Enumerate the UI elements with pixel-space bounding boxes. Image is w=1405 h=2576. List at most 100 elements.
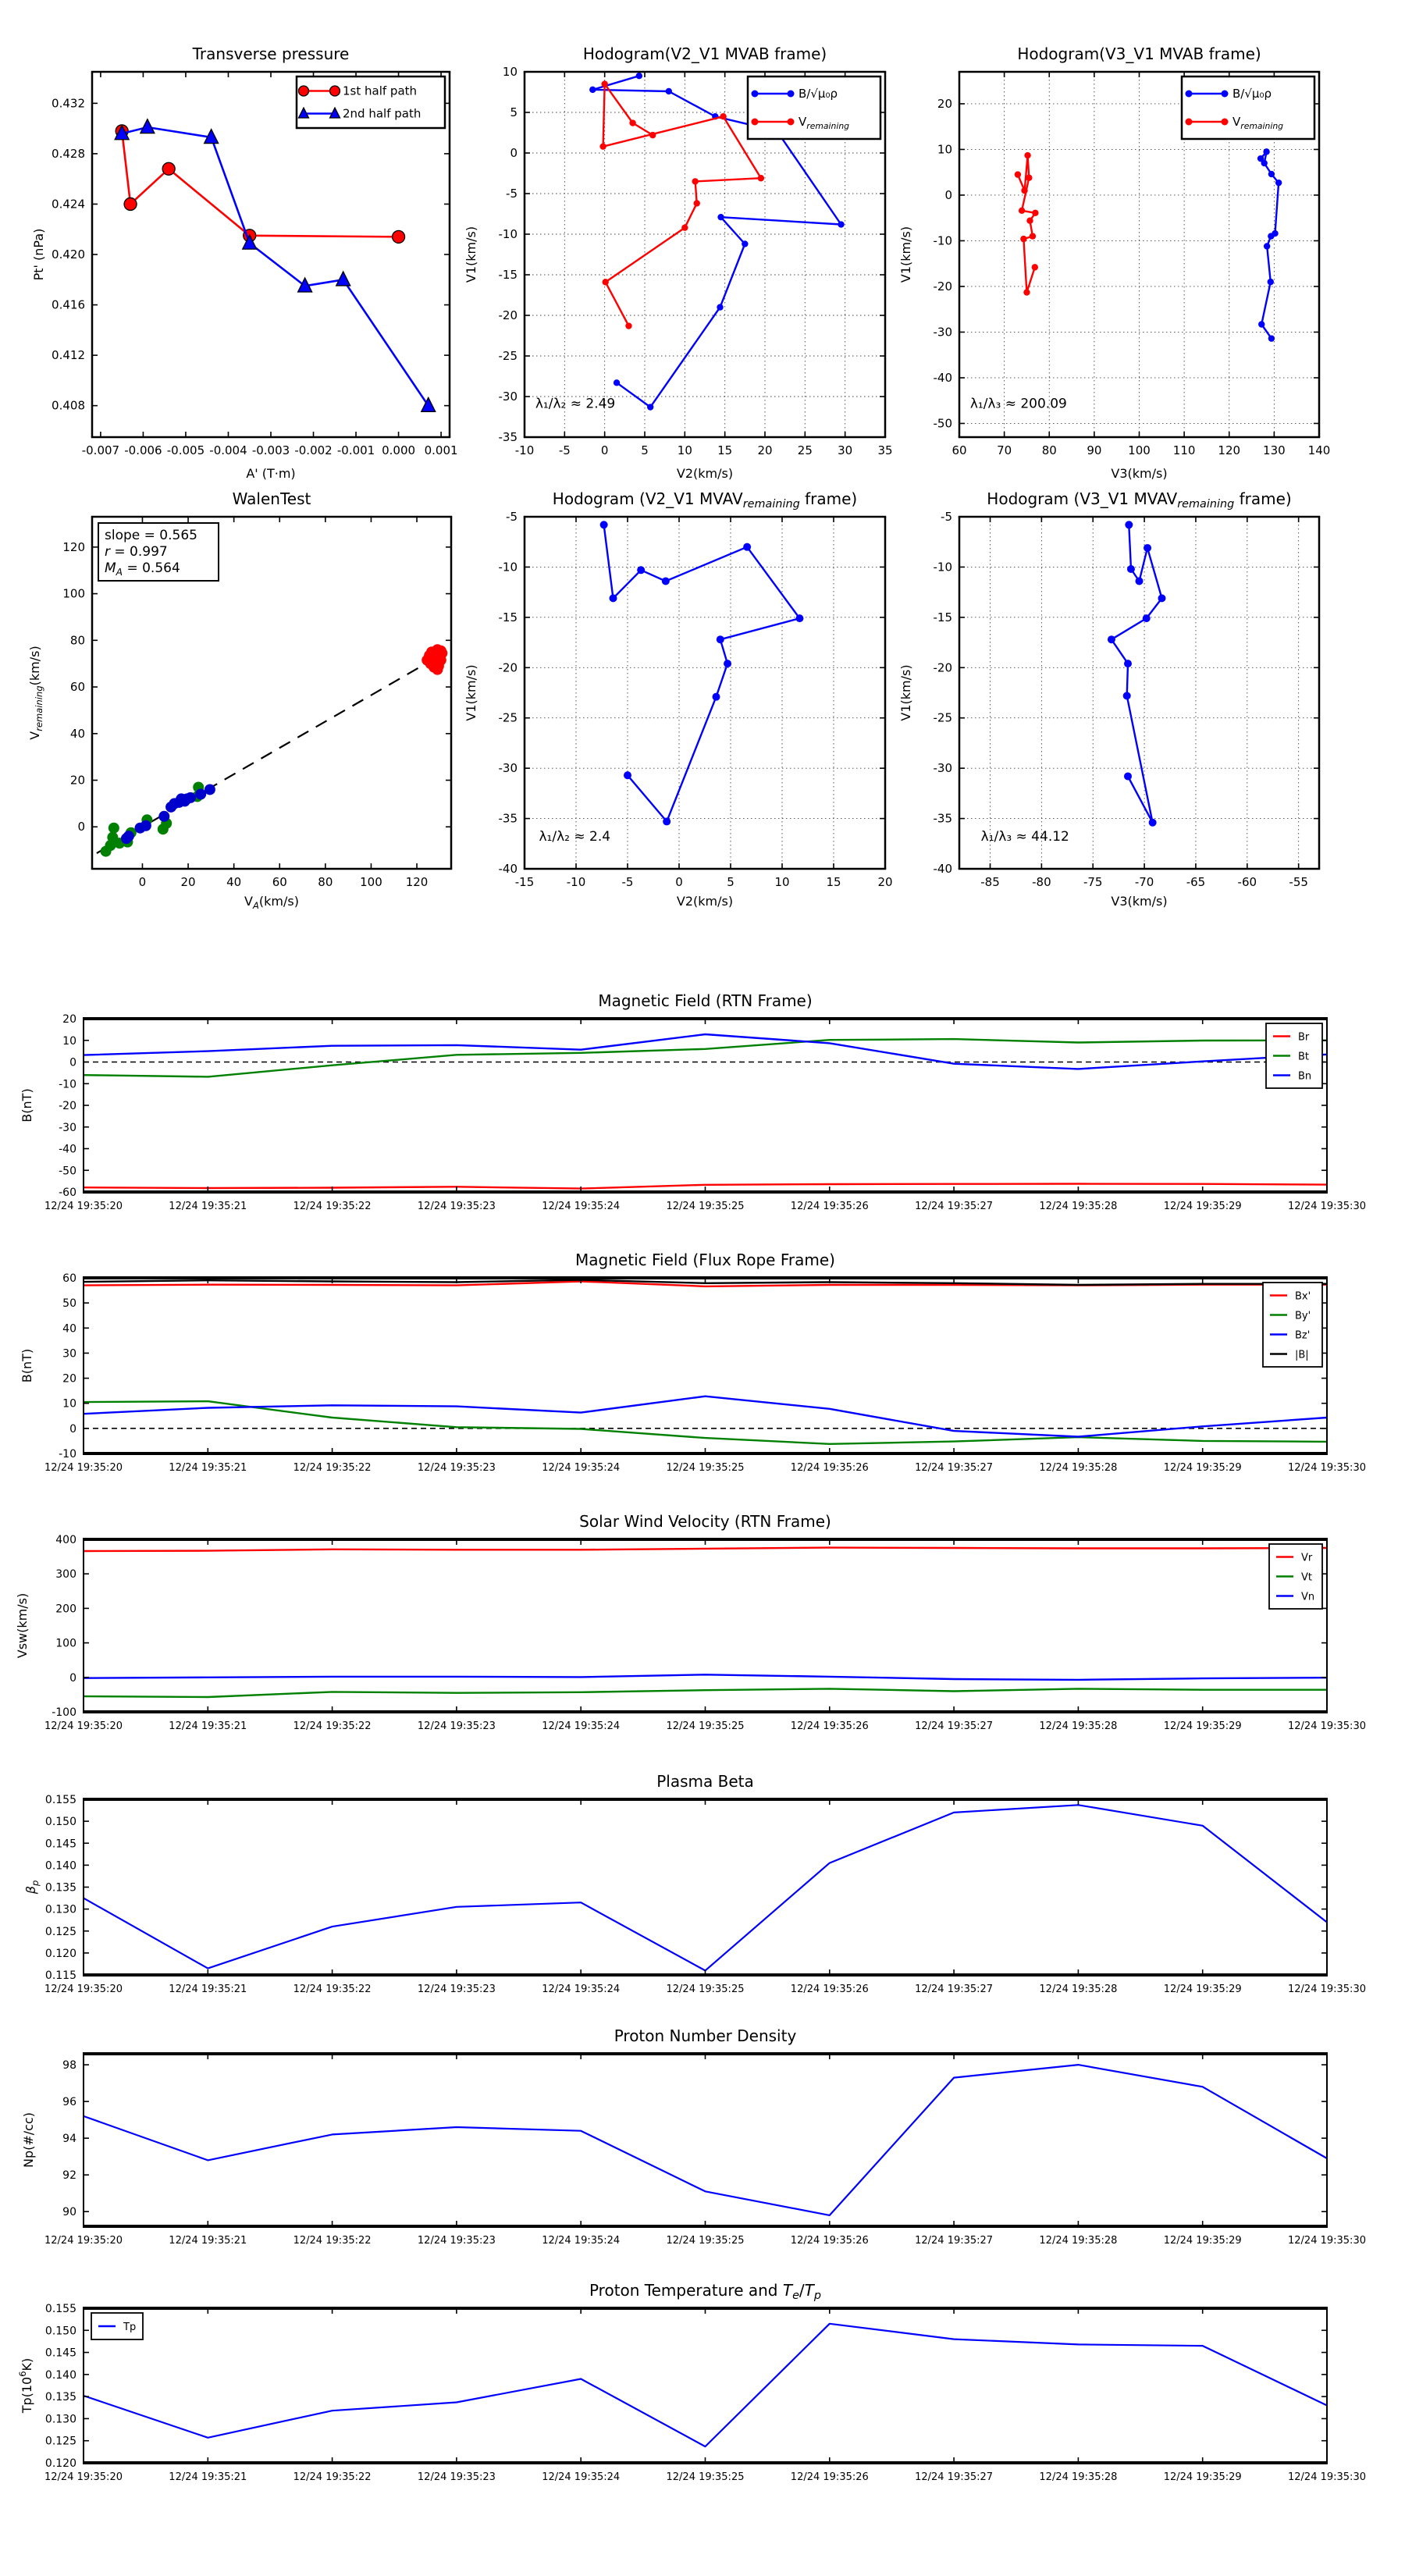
marker [1268, 233, 1275, 240]
y-axis-label: Vremaining(km/s) [27, 646, 44, 739]
y-tick-label: 0.120 [45, 1948, 76, 1960]
marker [1023, 289, 1030, 296]
x-tick-label: 12/24 19:35:22 [293, 1984, 372, 1995]
legend-label: Br [1298, 1032, 1310, 1044]
y-tick-label: 0.140 [45, 2369, 76, 2382]
y-tick-label: 0.135 [45, 2391, 76, 2403]
y-tick-label: 0 [69, 1423, 76, 1436]
x-tick-label: 80 [318, 875, 333, 889]
y-tick-label: 0.416 [52, 298, 85, 312]
y-tick-label: 0.115 [45, 1969, 76, 1982]
marker [1142, 614, 1151, 623]
marker [140, 820, 151, 831]
chart-hodogram-v3v1-mvav: -85 -80 -75 -70 -65 -60 -55 -40 -35 -30 -25 -20 -15 -… [898, 489, 1321, 909]
legend-label: Bx' [1295, 1291, 1311, 1303]
x-tick-label: 12/24 19:35:23 [418, 2235, 496, 2247]
marker [391, 229, 406, 244]
y-tick-label: 0.432 [52, 96, 85, 110]
y-tick-label: 0.130 [45, 2413, 76, 2425]
x-tick-label: 12/24 19:35:26 [791, 1201, 869, 1212]
x-tick-label: 120 [406, 875, 429, 889]
y-axis-label: Np(#/cc) [21, 2112, 36, 2168]
y-tick-label: 0 [944, 188, 952, 202]
x-tick-label: 12/24 19:35:28 [1039, 1462, 1117, 1474]
x-tick-label: 0 [675, 875, 683, 889]
marker [1148, 818, 1157, 827]
x-tick-label: 40 [226, 875, 241, 889]
y-tick-label: -40 [934, 862, 953, 876]
x-tick-label: 12/24 19:35:30 [1288, 1984, 1366, 1995]
marker [693, 200, 700, 207]
x-tick-label: -0.002 [294, 443, 332, 457]
series-line [83, 1400, 1328, 1445]
marker [716, 635, 724, 644]
marker [1031, 264, 1039, 271]
marker [1020, 235, 1027, 243]
marker [1257, 155, 1264, 162]
x-axis-label: VA(km/s) [244, 894, 299, 911]
x-tick-label: -0.004 [209, 443, 247, 457]
marker [629, 119, 636, 126]
x-tick-label: 130 [1263, 443, 1286, 457]
series-line [83, 1674, 1328, 1681]
legend-label: Vt [1301, 1572, 1312, 1584]
marker [787, 90, 795, 98]
marker [599, 143, 606, 150]
marker [1032, 209, 1039, 216]
marker [1124, 660, 1133, 668]
series-line [83, 1395, 1328, 1438]
x-tick-label: 12/24 19:35:29 [1164, 2235, 1242, 2247]
y-tick-label: -10 [59, 1448, 76, 1461]
y-tick-label: 30 [62, 1347, 76, 1360]
x-tick-label: 15 [826, 875, 841, 889]
y-tick-label: 90 [62, 2206, 76, 2218]
x-tick-label: 12/24 19:35:30 [1288, 2235, 1366, 2247]
y-tick-label: 100 [62, 587, 85, 601]
x-tick-label: -85 [980, 875, 1000, 889]
x-axis-label: V3(km/s) [1111, 466, 1167, 481]
y-tick-label: -40 [934, 371, 953, 385]
legend-label: Vremaining [1232, 115, 1283, 131]
y-tick-label: -20 [499, 660, 518, 674]
marker [297, 276, 313, 293]
y-axis-label: V1(km/s) [464, 226, 478, 283]
marker [625, 322, 632, 329]
x-tick-label: -15 [515, 875, 535, 889]
marker [297, 85, 310, 97]
x-tick-label: 12/24 19:35:20 [44, 1201, 123, 1212]
x-tick-label: 12/24 19:35:24 [542, 1462, 620, 1474]
marker [757, 175, 765, 182]
chart-title: Proton Temperature and Te/Tp [589, 2281, 821, 2302]
x-tick-label: 20 [181, 875, 196, 889]
y-tick-label: 94 [62, 2133, 76, 2145]
marker [1107, 635, 1115, 644]
legend-box [746, 75, 882, 141]
y-tick-label: 0.155 [45, 1794, 76, 1806]
x-tick-label: 0 [139, 875, 147, 889]
y-tick-label: -30 [59, 1122, 76, 1134]
y-tick-label: -40 [499, 862, 518, 876]
y-tick-label: 0.150 [45, 2325, 76, 2337]
series-line [120, 130, 399, 238]
marker [609, 594, 617, 603]
x-tick-label: 12/24 19:35:27 [915, 1720, 993, 1732]
y-tick-label: 0 [69, 1057, 76, 1069]
y-tick-label: 92 [62, 2169, 76, 2182]
annotation: λ₁/λ₃ ≈ 200.09 [970, 397, 1067, 412]
legend-label: By' [1295, 1311, 1311, 1322]
y-tick-label: 0.140 [45, 1859, 76, 1872]
x-tick-label: 12/24 19:35:30 [1288, 2471, 1366, 2483]
x-tick-label: 12/24 19:35:21 [169, 2471, 247, 2483]
x-tick-label: 12/24 19:35:26 [791, 1720, 869, 1732]
y-tick-label: 80 [70, 633, 85, 647]
x-tick-label: 12/24 19:35:27 [915, 1984, 993, 1995]
marker [114, 124, 130, 141]
y-tick-label: -20 [59, 1100, 76, 1112]
x-tick-label: 5 [727, 875, 735, 889]
x-tick-label: 12/24 19:35:26 [791, 2471, 869, 2483]
marker [637, 566, 646, 575]
y-tick-label: -15 [499, 610, 518, 624]
x-tick-label: 0 [601, 443, 609, 457]
y-tick-label: -5 [506, 510, 518, 524]
